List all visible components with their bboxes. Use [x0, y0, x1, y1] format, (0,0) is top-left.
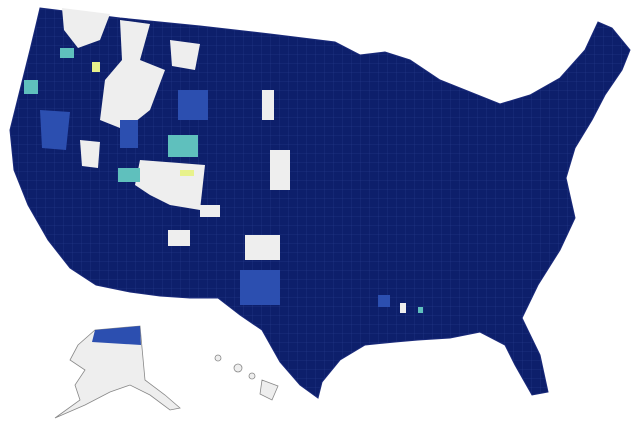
- yellow-counties: [92, 62, 194, 176]
- hawaii: [214, 354, 279, 401]
- light-counties: [62, 8, 406, 313]
- teal-counties: [24, 48, 423, 313]
- alaska: [54, 325, 181, 419]
- contiguous-us: [9, 7, 631, 399]
- alaska-north-slope: [92, 326, 141, 345]
- mid-blue-counties: [40, 90, 390, 307]
